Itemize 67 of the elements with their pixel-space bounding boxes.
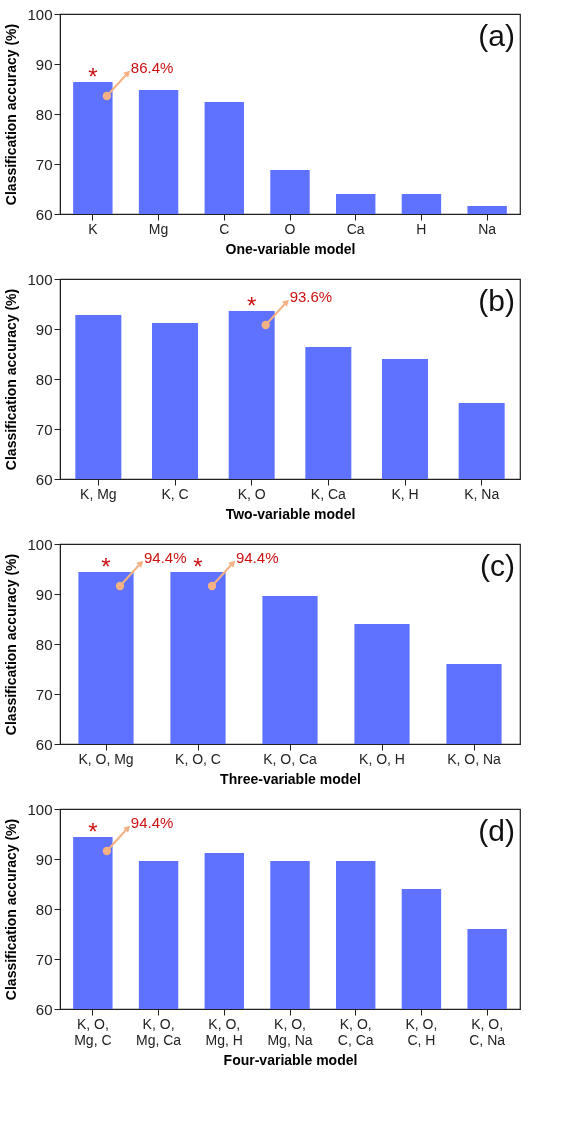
x-axis-title: Four-variable model — [223, 1051, 358, 1068]
annotation: * — [88, 818, 98, 845]
x-tick-label: K, O, Mg, C — [74, 1015, 112, 1048]
y-tick-label: 70 — [35, 950, 53, 968]
x-tick-label: O — [284, 220, 296, 237]
annotation: * — [246, 292, 257, 319]
y-tick-label: 100 — [27, 5, 53, 23]
y-axis-title: Classification accuracy (%) — [3, 553, 20, 736]
x-tick-label: K, Na — [464, 485, 500, 502]
y-tick-label: 80 — [35, 635, 53, 653]
y-tick-label: 100 — [27, 800, 53, 818]
annotation: * — [193, 553, 203, 580]
y-tick-label: 80 — [35, 900, 53, 918]
x-tick-label: K, O, C — [175, 750, 221, 767]
y-tick-label: 90 — [35, 585, 53, 603]
y-axis-title: Classification accuracy (%) — [3, 288, 20, 471]
y-tick-label: 80 — [35, 370, 53, 388]
annotation: 93.6% — [289, 288, 333, 305]
y-tick-label: 90 — [35, 55, 53, 73]
annotation: (a) — [478, 19, 515, 52]
x-tick-label: K, O, H — [359, 750, 405, 767]
y-tick-label: 80 — [35, 105, 53, 123]
y-tick-label: 70 — [35, 685, 53, 703]
annotation: * — [101, 553, 111, 580]
annotation: 86.4% — [130, 59, 174, 76]
annotation: 94.4% — [236, 549, 279, 566]
y-tick-label: 60 — [35, 470, 53, 488]
x-axis-title: Three-variable model — [220, 770, 361, 787]
y-tick-label: 100 — [27, 535, 53, 553]
x-tick-label: K, H — [391, 485, 419, 502]
annotation: 94.4% — [130, 814, 174, 831]
x-tick-label: H — [416, 220, 427, 237]
x-tick-label: C — [219, 220, 230, 237]
x-tick-label: Mg — [148, 220, 169, 237]
y-tick-label: 70 — [35, 155, 53, 173]
x-tick-label: K, C — [161, 485, 189, 502]
x-tick-label: K — [88, 220, 99, 237]
y-tick-label: 60 — [35, 735, 53, 753]
annotation: (c) — [480, 549, 515, 582]
x-tick-label: K, Mg — [80, 485, 117, 502]
y-tick-label: 60 — [35, 1000, 53, 1018]
y-tick-label: 90 — [35, 320, 53, 338]
x-tick-label: K, O, C, Na — [469, 1015, 506, 1048]
x-tick-label: K, O, C, Ca — [337, 1015, 374, 1048]
x-tick-label: K, O, Mg, Na — [267, 1015, 313, 1048]
x-tick-label: K, O, Mg — [78, 750, 134, 767]
y-axis-title: Classification accuracy (%) — [3, 23, 20, 206]
x-tick-label: K, O, Ca — [263, 750, 318, 767]
x-tick-label: K, O, Mg, Ca — [136, 1015, 182, 1048]
annotation: (d) — [478, 814, 515, 847]
y-tick-label: 70 — [35, 420, 53, 438]
y-tick-label: 100 — [27, 270, 53, 288]
x-axis-title: One-variable model — [225, 240, 356, 257]
y-axis-title: Classification accuracy (%) — [3, 818, 20, 1001]
y-tick-label: 60 — [35, 205, 53, 223]
x-axis-title: Two-variable model — [225, 505, 356, 522]
y-tick-label: 90 — [35, 850, 53, 868]
x-tick-label: Na — [478, 220, 497, 237]
annotation: 94.4% — [144, 549, 187, 566]
annotation: (b) — [478, 284, 515, 317]
x-tick-label: Ca — [346, 220, 365, 237]
x-tick-label: K, Ca — [310, 485, 347, 502]
x-tick-label: K, O, Na — [447, 750, 502, 767]
x-tick-label: K, O, Mg, H — [205, 1015, 243, 1048]
x-tick-label: K, O, C, H — [405, 1015, 438, 1048]
x-tick-label: K, O — [237, 485, 266, 502]
annotation: * — [88, 63, 98, 90]
